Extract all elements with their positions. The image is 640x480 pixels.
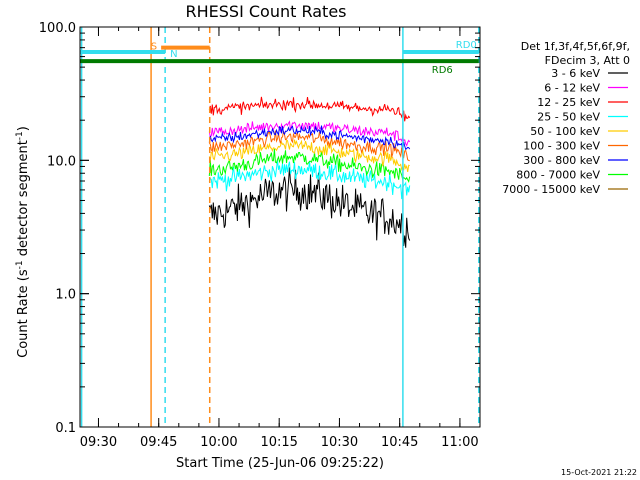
x-tick-label: 09:30 — [80, 435, 117, 450]
series-line — [208, 139, 410, 172]
series-line — [208, 167, 411, 248]
state-bar-label: RD0 — [456, 40, 477, 51]
x-tick-label: 10:45 — [381, 435, 418, 450]
legend-entry-label: 12 - 25 keV — [537, 96, 600, 109]
state-bar-layer: S N RD0 RD6 — [80, 40, 479, 76]
y-axis: 100.0 10.0 1.0 0.1 — [39, 21, 480, 436]
series-line — [208, 159, 411, 200]
x-tick-label: 09:45 — [140, 435, 177, 450]
legend-header-line-1: Det 1f,3f,4f,5f,6f,9f, — [521, 40, 630, 53]
series-line — [208, 125, 411, 151]
legend-header-line-2: FDecim 3, Att 0 — [545, 54, 630, 67]
chart-title: RHESSI Count Rates — [186, 2, 347, 21]
y-tick-label: 0.1 — [55, 421, 76, 436]
x-tick-label: 10:00 — [200, 435, 237, 450]
state-bar-label: N — [170, 49, 177, 60]
legend-entry-label: 100 - 300 keV — [523, 140, 600, 153]
y-tick-label: 100.0 — [39, 21, 76, 36]
x-tick-label: 10:15 — [260, 435, 297, 450]
x-tick-label: 10:30 — [321, 435, 358, 450]
series-line — [208, 149, 411, 184]
legend-entry-label: 7000 - 15000 keV — [502, 183, 600, 196]
y-tick-label: 1.0 — [55, 288, 76, 303]
x-axis-label: Start Time (25-Jun-06 09:25:22) — [176, 456, 384, 471]
series-line — [208, 96, 411, 122]
plot-frame — [79, 26, 481, 428]
y-axis-label-main: Count Rate (s — [16, 269, 31, 358]
marker-layer — [80, 27, 480, 427]
legend-entry-label: 25 - 50 keV — [537, 111, 600, 124]
y-axis-label-sup-2: -1 — [15, 131, 25, 140]
y-tick-label: 10.0 — [47, 154, 76, 169]
legend-entry-label: 6 - 12 keV — [544, 82, 600, 95]
y-axis-label-sup-1: -1 — [15, 260, 25, 269]
series-line — [208, 120, 411, 147]
x-tick-label: 11:00 — [441, 435, 478, 450]
legend-entry-label: 300 - 800 keV — [523, 154, 600, 167]
state-bar-label: RD6 — [432, 65, 453, 76]
generation-timestamp: 15-Oct-2021 21:22 — [561, 468, 637, 477]
x-axis: 09:30 09:45 10:00 10:15 10:30 10:45 11:00 — [80, 27, 481, 450]
legend-entry-label: 800 - 7000 keV — [516, 169, 600, 182]
legend-entry-label: 50 - 100 keV — [530, 125, 600, 138]
y-axis-label: Count Rate (s-1 detector segment-1) — [15, 126, 31, 358]
legend-entry-label: 3 - 6 keV — [551, 67, 600, 80]
series-line — [208, 130, 410, 162]
series-layer — [208, 96, 411, 248]
y-axis-label-end: ) — [16, 126, 31, 131]
state-bar-label: S — [151, 42, 157, 53]
y-axis-label-mid: detector segment — [16, 140, 31, 260]
